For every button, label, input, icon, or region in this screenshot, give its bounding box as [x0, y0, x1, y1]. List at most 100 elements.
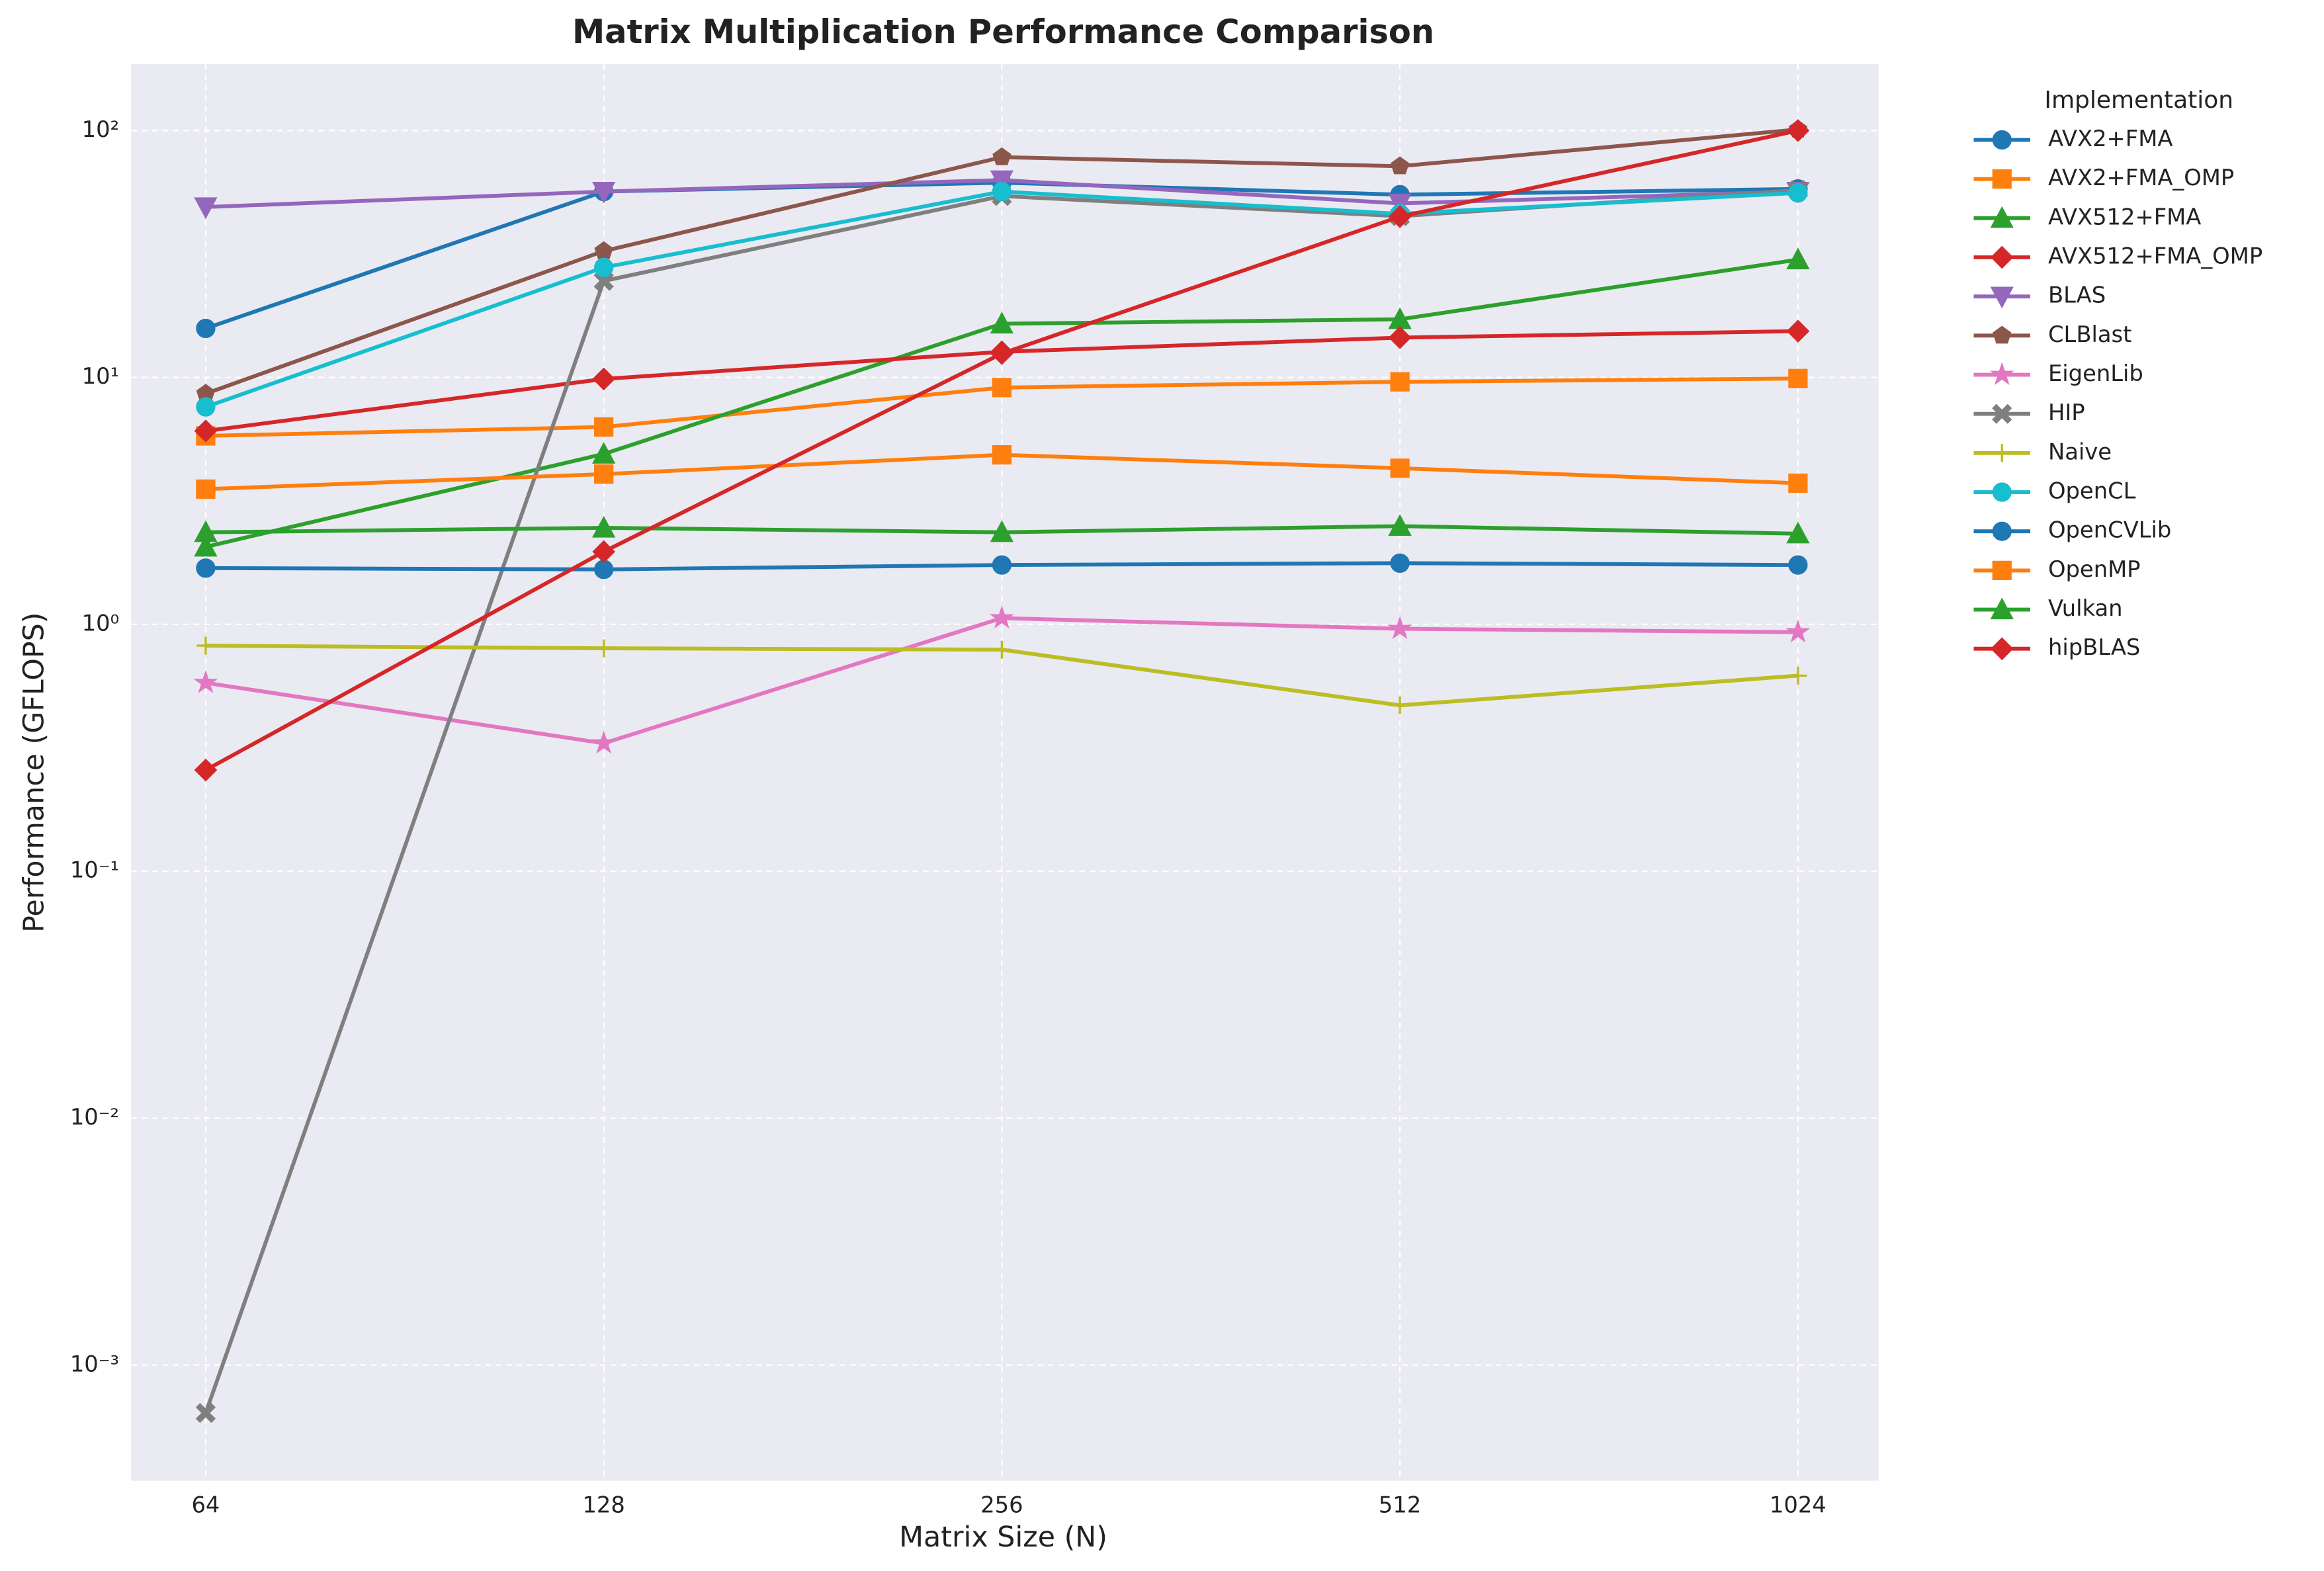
marker [992, 445, 1012, 465]
marker [992, 181, 1012, 202]
plot-lines [193, 119, 1811, 1423]
marker [193, 669, 218, 693]
y-tick-label: 10² [82, 116, 119, 142]
legend-marker [1992, 482, 2012, 502]
y-tick-label: 10⁻¹ [70, 857, 119, 883]
marker [595, 639, 613, 658]
legend-marker [1992, 169, 2012, 189]
marker [592, 442, 616, 464]
legend-marker [1993, 444, 2011, 462]
legend-label: OpenCVLib [2048, 517, 2171, 543]
legend-label: OpenMP [2048, 556, 2141, 582]
legend-label: Vulkan [2048, 595, 2123, 621]
marker [194, 419, 218, 443]
y-axis-label: Performance (GFLOPS) [18, 613, 51, 933]
marker [990, 170, 1014, 192]
marker [194, 197, 218, 220]
marker [1788, 473, 1808, 493]
marker [194, 758, 218, 782]
marker [1390, 553, 1410, 573]
marker [1788, 368, 1808, 388]
marker [593, 271, 614, 291]
legend-marker [1992, 560, 2012, 581]
x-tick-label: 64 [191, 1492, 220, 1517]
legend-marker [1990, 637, 2014, 661]
legend-label: EigenLib [2048, 361, 2143, 386]
legend-marker [1990, 206, 2014, 228]
legend: AVX2+FMA AVX2+FMA_OMP AVX512+FMA AVX512+FMA… [1973, 126, 2262, 660]
legend-marker [1990, 597, 2014, 620]
y-tick-label: 10⁻² [70, 1104, 119, 1130]
marker [1786, 119, 1810, 142]
marker [992, 555, 1012, 575]
legend-title: Implementation [2044, 87, 2233, 114]
legend-label: hipBLAS [2048, 634, 2140, 660]
chart-title: Matrix Multiplication Performance Compar… [572, 13, 1434, 51]
marker [1388, 326, 1412, 349]
marker [594, 464, 614, 484]
marker [992, 640, 1011, 659]
marker [992, 378, 1012, 398]
marker [196, 479, 216, 499]
marker [592, 515, 616, 538]
legend-label: OpenCL [2048, 478, 2136, 504]
marker [591, 730, 617, 754]
marker [1390, 458, 1410, 478]
marker [1789, 666, 1807, 685]
marker [1390, 372, 1410, 392]
marker [194, 520, 218, 542]
marker [1786, 319, 1810, 343]
legend-marker [1992, 403, 2012, 424]
marker [196, 318, 216, 339]
legend-marker [1989, 362, 2014, 386]
marker [196, 636, 215, 655]
legend-marker [1993, 325, 2012, 344]
legend-label: CLBlast [2048, 321, 2131, 347]
marker [1786, 619, 1811, 643]
legend-label: Naive [2048, 439, 2112, 464]
x-tick-label: 128 [582, 1492, 624, 1517]
legend-marker [1992, 521, 2012, 541]
x-axis-label: Matrix Size (N) [899, 1521, 1107, 1554]
marker [1786, 247, 1810, 270]
x-tick-label: 512 [1379, 1492, 1421, 1517]
legend-label: AVX512+FMA_OMP [2048, 243, 2262, 269]
legend-label: AVX2+FMA [2048, 126, 2173, 151]
legend-marker [1990, 245, 2014, 269]
legend-label: HIP [2048, 400, 2085, 425]
marker [1391, 696, 1409, 714]
marker [592, 367, 616, 391]
legend-label: BLAS [2048, 282, 2106, 308]
marker [990, 342, 1013, 365]
legend-label: AVX2+FMA_OMP [2048, 165, 2234, 191]
marker [1788, 555, 1808, 575]
x-tick-label: 256 [980, 1492, 1023, 1517]
marker [592, 540, 616, 564]
legend-label: AVX512+FMA [2048, 204, 2201, 230]
marker [196, 558, 216, 578]
y-tick-label: 10⁻³ [70, 1351, 119, 1377]
marker [195, 1403, 216, 1423]
marker [1786, 521, 1810, 544]
marker [194, 534, 218, 557]
marker [1387, 616, 1412, 640]
marker [1390, 156, 1410, 175]
y-tick-label: 10¹ [82, 363, 119, 389]
marker [990, 605, 1014, 629]
marker [1388, 514, 1412, 536]
marker [1388, 193, 1412, 216]
marker [992, 147, 1011, 165]
marker [1388, 205, 1412, 228]
marker [990, 312, 1014, 334]
y-tick-label: 10⁰ [82, 610, 119, 636]
marker [990, 520, 1014, 542]
x-tick-label: 1024 [1770, 1492, 1827, 1517]
plot-area [131, 64, 1879, 1481]
legend-marker [1990, 286, 2014, 309]
marker [592, 181, 616, 204]
legend-marker [1992, 130, 2012, 150]
marker [196, 397, 216, 417]
marker [1788, 183, 1808, 203]
marker [594, 417, 614, 437]
